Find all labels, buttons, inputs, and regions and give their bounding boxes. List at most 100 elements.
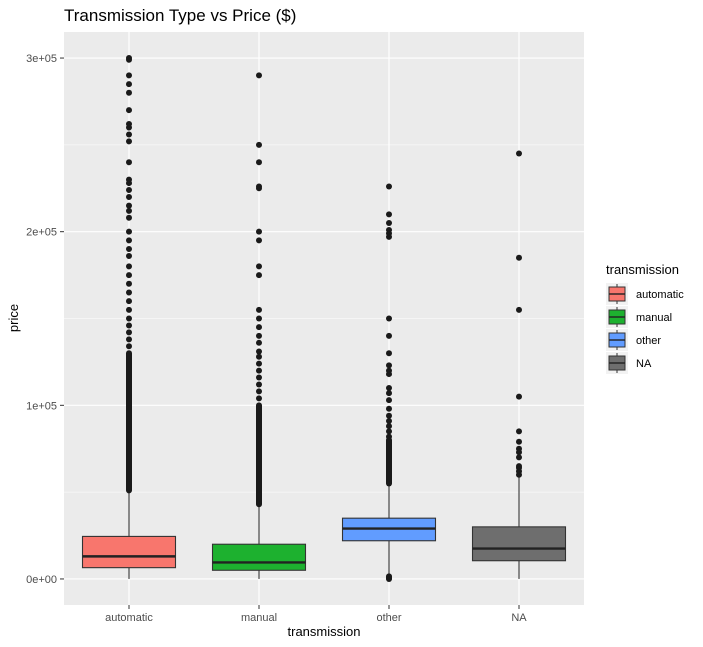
- outlier-point: [386, 362, 392, 369]
- outlier-point: [516, 150, 522, 157]
- outlier-point: [516, 306, 522, 313]
- outlier-point: [516, 454, 522, 461]
- outlier-point: [256, 306, 262, 313]
- outlier-point: [386, 428, 392, 435]
- y-axis-title: price: [6, 304, 21, 332]
- outlier-point: [516, 428, 522, 435]
- outlier-point: [256, 353, 262, 360]
- outlier-point: [386, 220, 392, 226]
- outlier-point: [256, 324, 262, 331]
- outlier-point: [256, 339, 262, 346]
- outlier-point: [126, 207, 132, 214]
- outlier-point: [126, 263, 132, 270]
- x-tick-label: other: [376, 612, 401, 624]
- outlier-cluster: [256, 402, 262, 508]
- outlier-point: [126, 246, 132, 253]
- y-axis: 0e+00 1e+05 2e+05 3e+05: [26, 53, 64, 586]
- outlier-point: [256, 72, 262, 79]
- outlier-cluster: [386, 437, 392, 487]
- outlier-point: [126, 306, 132, 313]
- legend-title: transmission: [606, 262, 679, 277]
- box-NA: [471, 150, 567, 579]
- legend-item-automatic: automatic: [606, 283, 684, 305]
- box-other: [341, 183, 437, 582]
- outlier-point: [126, 131, 132, 138]
- legend-item-NA: NA: [606, 352, 652, 374]
- outlier-point: [256, 263, 262, 270]
- outlier-point: [126, 322, 132, 329]
- outlier-point: [386, 405, 392, 412]
- y-tick-label: 2e+05: [26, 227, 57, 239]
- outlier-point: [126, 89, 132, 96]
- x-tick-label: automatic: [105, 612, 153, 624]
- outlier-point: [256, 348, 262, 355]
- outlier-point: [256, 315, 262, 322]
- outlier-point: [386, 315, 392, 322]
- box-body: [81, 535, 177, 569]
- outlier-cluster: [126, 350, 132, 494]
- outlier-point: [386, 433, 392, 440]
- x-tick-label: manual: [241, 612, 277, 624]
- legend-label: automatic: [636, 289, 684, 301]
- outlier-point: [126, 55, 132, 62]
- box-body: [471, 526, 567, 562]
- outlier-point: [126, 228, 132, 235]
- outlier-point: [386, 417, 392, 424]
- outlier-point: [386, 183, 392, 190]
- outlier-point: [516, 438, 522, 445]
- legend-label: NA: [636, 358, 652, 370]
- outlier-point: [256, 367, 262, 374]
- outlier-point: [256, 141, 262, 148]
- outlier-point: [516, 463, 522, 470]
- outlier-point: [126, 315, 132, 322]
- outlier-point: [126, 176, 132, 183]
- outlier-point: [126, 272, 132, 279]
- outlier-point: [386, 423, 392, 430]
- outlier-point: [126, 159, 132, 166]
- outlier-point: [256, 272, 262, 279]
- grid-minor: [64, 144, 584, 493]
- outlier-point: [256, 395, 262, 402]
- outlier-point: [516, 445, 522, 452]
- legend-item-other: other: [606, 329, 661, 351]
- outlier-point: [256, 228, 262, 235]
- box-manual: [211, 72, 307, 579]
- outlier-point: [256, 237, 262, 244]
- outlier-point: [126, 214, 132, 221]
- box-body: [211, 543, 307, 571]
- outlier-point: [386, 350, 392, 357]
- outlier-point: [126, 280, 132, 287]
- legend: transmission automatic manual other NA: [606, 262, 684, 374]
- y-tick-label: 0e+00: [26, 574, 57, 586]
- outlier-point: [386, 384, 392, 391]
- outlier-point: [256, 374, 262, 381]
- chart-title: Transmission Type vs Price ($): [64, 6, 296, 25]
- outlier-point: [256, 332, 262, 339]
- outlier-point: [386, 226, 392, 233]
- x-tick-label: NA: [511, 612, 527, 624]
- outlier-point: [256, 381, 262, 388]
- outlier-point: [256, 183, 262, 190]
- outlier-point: [126, 72, 132, 79]
- outlier-point: [386, 390, 392, 397]
- outlier-point: [126, 329, 132, 336]
- outlier-point: [386, 573, 392, 580]
- outlier-point: [126, 187, 132, 194]
- outlier-point: [386, 412, 392, 419]
- outlier-point: [126, 193, 132, 200]
- outlier-point: [126, 107, 132, 114]
- outlier-point: [126, 237, 132, 244]
- outlier-point: [126, 138, 132, 145]
- outlier-point: [256, 388, 262, 395]
- legend-label: manual: [636, 312, 672, 324]
- outlier-point: [516, 254, 522, 261]
- y-tick-label: 3e+05: [26, 53, 57, 65]
- outlier-point: [386, 367, 392, 374]
- boxplot-series: [81, 55, 567, 582]
- outlier-point: [126, 343, 132, 350]
- outlier-point: [126, 81, 132, 88]
- outlier-point: [386, 211, 392, 218]
- y-tick-label: 1e+05: [26, 400, 57, 412]
- outlier-point: [126, 202, 132, 209]
